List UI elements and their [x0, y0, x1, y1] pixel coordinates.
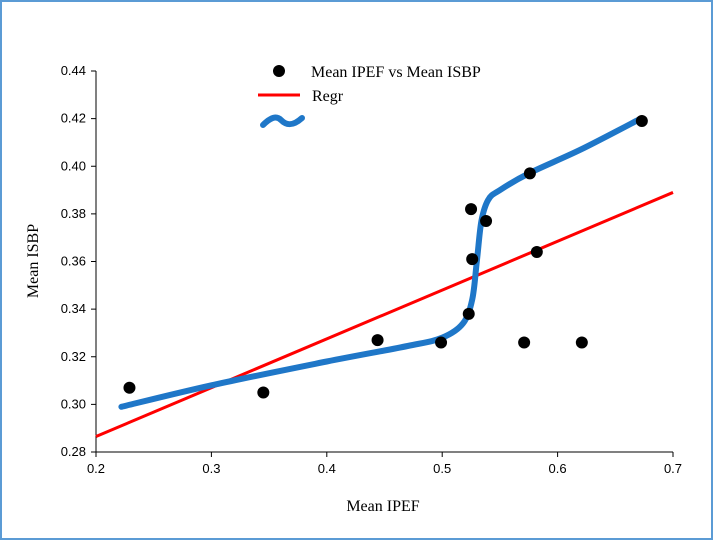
data-point — [523, 167, 536, 180]
data-point — [575, 336, 588, 349]
legend: Mean IPEF vs Mean ISBP Regr — [258, 64, 481, 128]
data-point — [257, 386, 270, 399]
data-point — [123, 381, 136, 394]
data-point — [465, 203, 478, 216]
x-tick-label: 0.3 — [202, 461, 220, 476]
y-tick-label: 0.40 — [61, 158, 86, 173]
x-tick-label: 0.5 — [433, 461, 451, 476]
y-tick-label: 0.30 — [61, 396, 86, 411]
x-axis-title: Mean IPEF — [346, 498, 419, 515]
data-point — [371, 334, 384, 347]
y-tick-label: 0.38 — [61, 206, 86, 221]
x-tick-label: 0.7 — [664, 461, 682, 476]
y-tick-label: 0.42 — [61, 111, 86, 126]
x-ticks: 0.2 0.3 0.4 0.5 0.6 0.7 — [87, 452, 682, 476]
data-point — [635, 115, 648, 128]
data-point — [435, 336, 448, 349]
y-tick-label: 0.28 — [61, 444, 86, 459]
x-tick-label: 0.2 — [87, 461, 105, 476]
data-point — [518, 336, 531, 349]
y-ticks: 0.28 0.30 0.32 0.34 0.36 0.38 0.40 0.42 0.44 — [61, 63, 96, 459]
regr-line — [95, 191, 674, 438]
data-point — [530, 245, 543, 258]
data-point — [466, 253, 479, 266]
legend-regr-label: Regr — [312, 88, 344, 105]
scatter-chart: 0.2 0.3 0.4 0.5 0.6 0.7 0.280.300.320.340.360… — [25, 63, 682, 515]
y-tick-label: 0.36 — [61, 254, 86, 269]
data-point — [480, 215, 493, 228]
y-axis-title: Mean ISBP — [25, 224, 42, 298]
fit-curve — [118, 115, 644, 410]
legend-scatter-marker — [273, 65, 285, 77]
y-tick-label: 0.44 — [61, 63, 86, 78]
data-point — [462, 307, 475, 320]
x-tick-label: 0.6 — [549, 461, 567, 476]
plot-area — [95, 115, 674, 438]
x-tick-label: 0.4 — [318, 461, 336, 476]
legend-curve-swatch — [260, 114, 305, 128]
y-tick-label: 0.32 — [61, 349, 86, 364]
legend-scatter-label: Mean IPEF vs Mean ISBP — [311, 64, 481, 81]
axes: 0.2 0.3 0.4 0.5 0.6 0.7 0.280.300.320.340.360… — [61, 63, 682, 476]
y-tick-label: 0.34 — [61, 301, 86, 316]
